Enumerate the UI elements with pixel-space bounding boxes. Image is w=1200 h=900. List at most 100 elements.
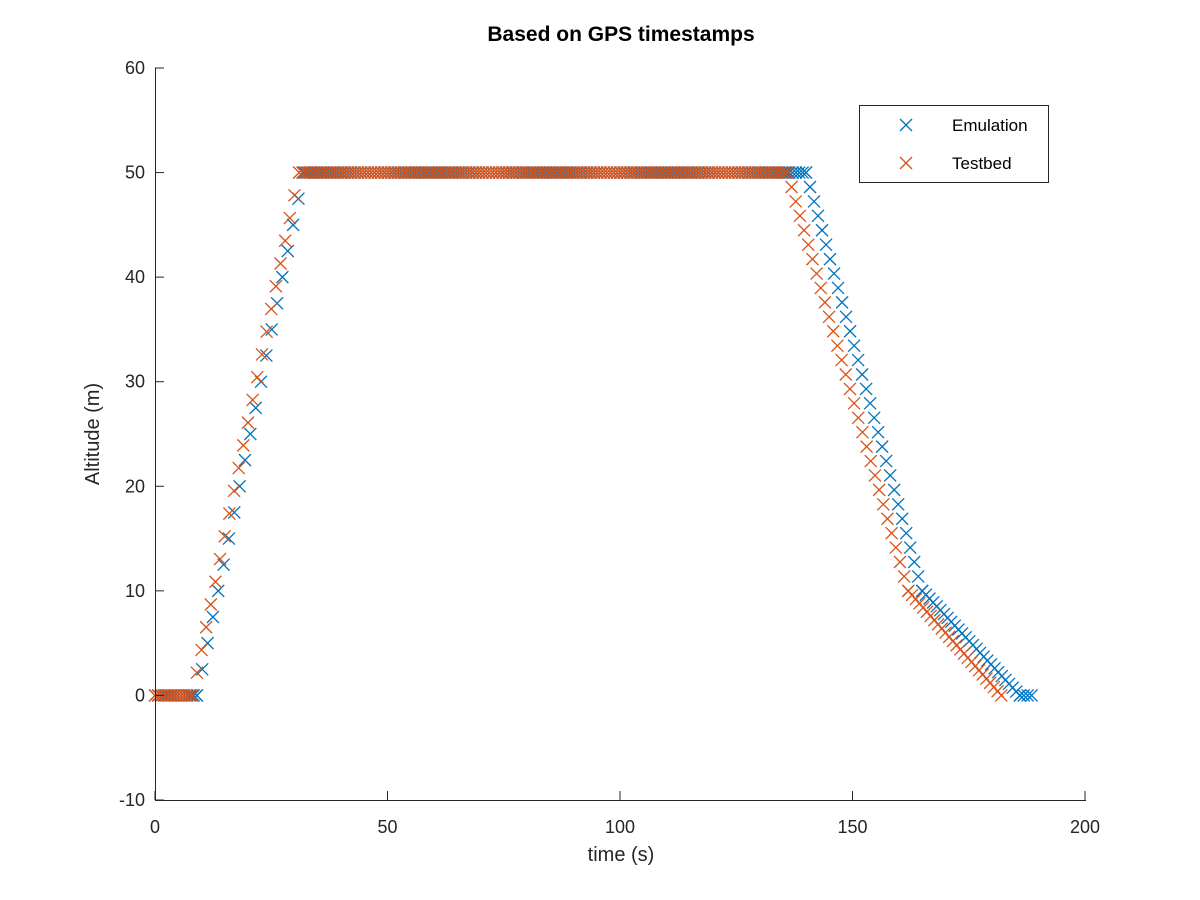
data-point bbox=[440, 166, 454, 180]
data-point bbox=[190, 666, 204, 680]
data-point bbox=[774, 166, 788, 180]
data-point bbox=[847, 339, 861, 353]
data-point bbox=[492, 166, 506, 180]
data-point bbox=[581, 166, 594, 180]
data-point bbox=[354, 166, 368, 180]
data-point bbox=[255, 347, 269, 361]
data-point bbox=[741, 166, 755, 180]
data-point bbox=[653, 166, 667, 180]
data-point bbox=[495, 166, 509, 180]
data-point bbox=[283, 211, 297, 225]
data-point bbox=[656, 166, 670, 180]
data-point bbox=[233, 479, 247, 493]
data-point bbox=[541, 166, 555, 180]
data-point bbox=[335, 166, 349, 180]
data-point bbox=[669, 166, 683, 180]
data-point bbox=[843, 382, 857, 396]
data-point bbox=[640, 166, 653, 180]
data-point bbox=[305, 166, 319, 180]
data-point bbox=[682, 166, 696, 180]
data-point bbox=[827, 267, 841, 280]
data-point bbox=[449, 166, 463, 180]
legend-label-testbed: Testbed bbox=[952, 154, 1012, 173]
data-point bbox=[499, 166, 513, 180]
data-point bbox=[801, 238, 815, 252]
data-point bbox=[508, 166, 522, 180]
data-point bbox=[211, 584, 225, 598]
data-point bbox=[436, 166, 450, 180]
data-point bbox=[325, 166, 339, 180]
data-point bbox=[545, 166, 558, 180]
data-point bbox=[758, 166, 771, 180]
data-point bbox=[1025, 688, 1038, 702]
data-point bbox=[712, 166, 726, 180]
x-ticks: 0 50 100 150 200 bbox=[150, 791, 1100, 837]
data-point bbox=[594, 166, 608, 180]
data-point bbox=[793, 209, 807, 223]
data-point bbox=[672, 166, 686, 180]
data-point bbox=[309, 166, 322, 180]
data-point bbox=[274, 257, 288, 270]
data-point bbox=[883, 469, 897, 482]
data-point bbox=[728, 166, 742, 180]
data-point bbox=[676, 166, 690, 180]
data-point bbox=[413, 166, 427, 180]
chart-title: Based on GPS timestamps bbox=[487, 23, 754, 46]
data-point bbox=[807, 194, 821, 208]
data-point bbox=[341, 166, 355, 180]
data-point bbox=[410, 166, 424, 180]
series-testbed bbox=[148, 166, 1008, 702]
legend-label-emulation: Emulation bbox=[952, 116, 1028, 135]
data-point bbox=[805, 252, 819, 266]
data-point bbox=[456, 166, 470, 180]
data-point bbox=[479, 166, 493, 180]
data-point bbox=[502, 166, 516, 180]
data-point bbox=[897, 569, 911, 583]
data-point bbox=[851, 411, 865, 425]
data-point bbox=[574, 166, 588, 180]
data-point bbox=[302, 166, 316, 180]
y-tick-label: 10 bbox=[125, 581, 145, 601]
data-point bbox=[751, 166, 765, 180]
data-point bbox=[476, 166, 490, 180]
x-tick-label: 0 bbox=[150, 817, 160, 837]
data-point bbox=[446, 166, 460, 180]
data-point bbox=[218, 529, 232, 543]
data-point bbox=[345, 166, 359, 180]
y-tick-label: 0 bbox=[135, 685, 145, 705]
data-point bbox=[785, 180, 799, 194]
data-point bbox=[819, 238, 833, 252]
data-point bbox=[518, 166, 532, 180]
data-point bbox=[735, 166, 748, 180]
data-point bbox=[831, 281, 845, 295]
data-point bbox=[771, 166, 785, 180]
data-point bbox=[328, 166, 342, 180]
data-point bbox=[269, 279, 283, 293]
data-point bbox=[208, 575, 222, 589]
data-point bbox=[236, 438, 250, 452]
legend-marker-x bbox=[899, 118, 913, 132]
data-point bbox=[351, 166, 365, 180]
data-point bbox=[689, 166, 703, 180]
data-point bbox=[789, 194, 803, 208]
data-point bbox=[241, 416, 255, 430]
plot-area bbox=[148, 166, 1038, 702]
data-point bbox=[826, 324, 840, 338]
data-point bbox=[835, 353, 849, 367]
data-point bbox=[227, 505, 241, 519]
y-tick-label: 50 bbox=[125, 163, 145, 183]
data-point bbox=[387, 166, 401, 180]
data-point bbox=[505, 166, 519, 180]
data-point bbox=[278, 234, 292, 248]
legend-marker-x bbox=[899, 156, 913, 170]
data-point bbox=[899, 526, 913, 540]
data-point bbox=[603, 166, 617, 180]
data-point bbox=[548, 166, 562, 180]
data-point bbox=[748, 166, 762, 180]
data-point bbox=[259, 349, 273, 363]
data-point bbox=[443, 166, 457, 180]
data-point bbox=[620, 166, 634, 180]
data-point bbox=[260, 325, 274, 339]
x-tick-label: 200 bbox=[1070, 817, 1100, 837]
